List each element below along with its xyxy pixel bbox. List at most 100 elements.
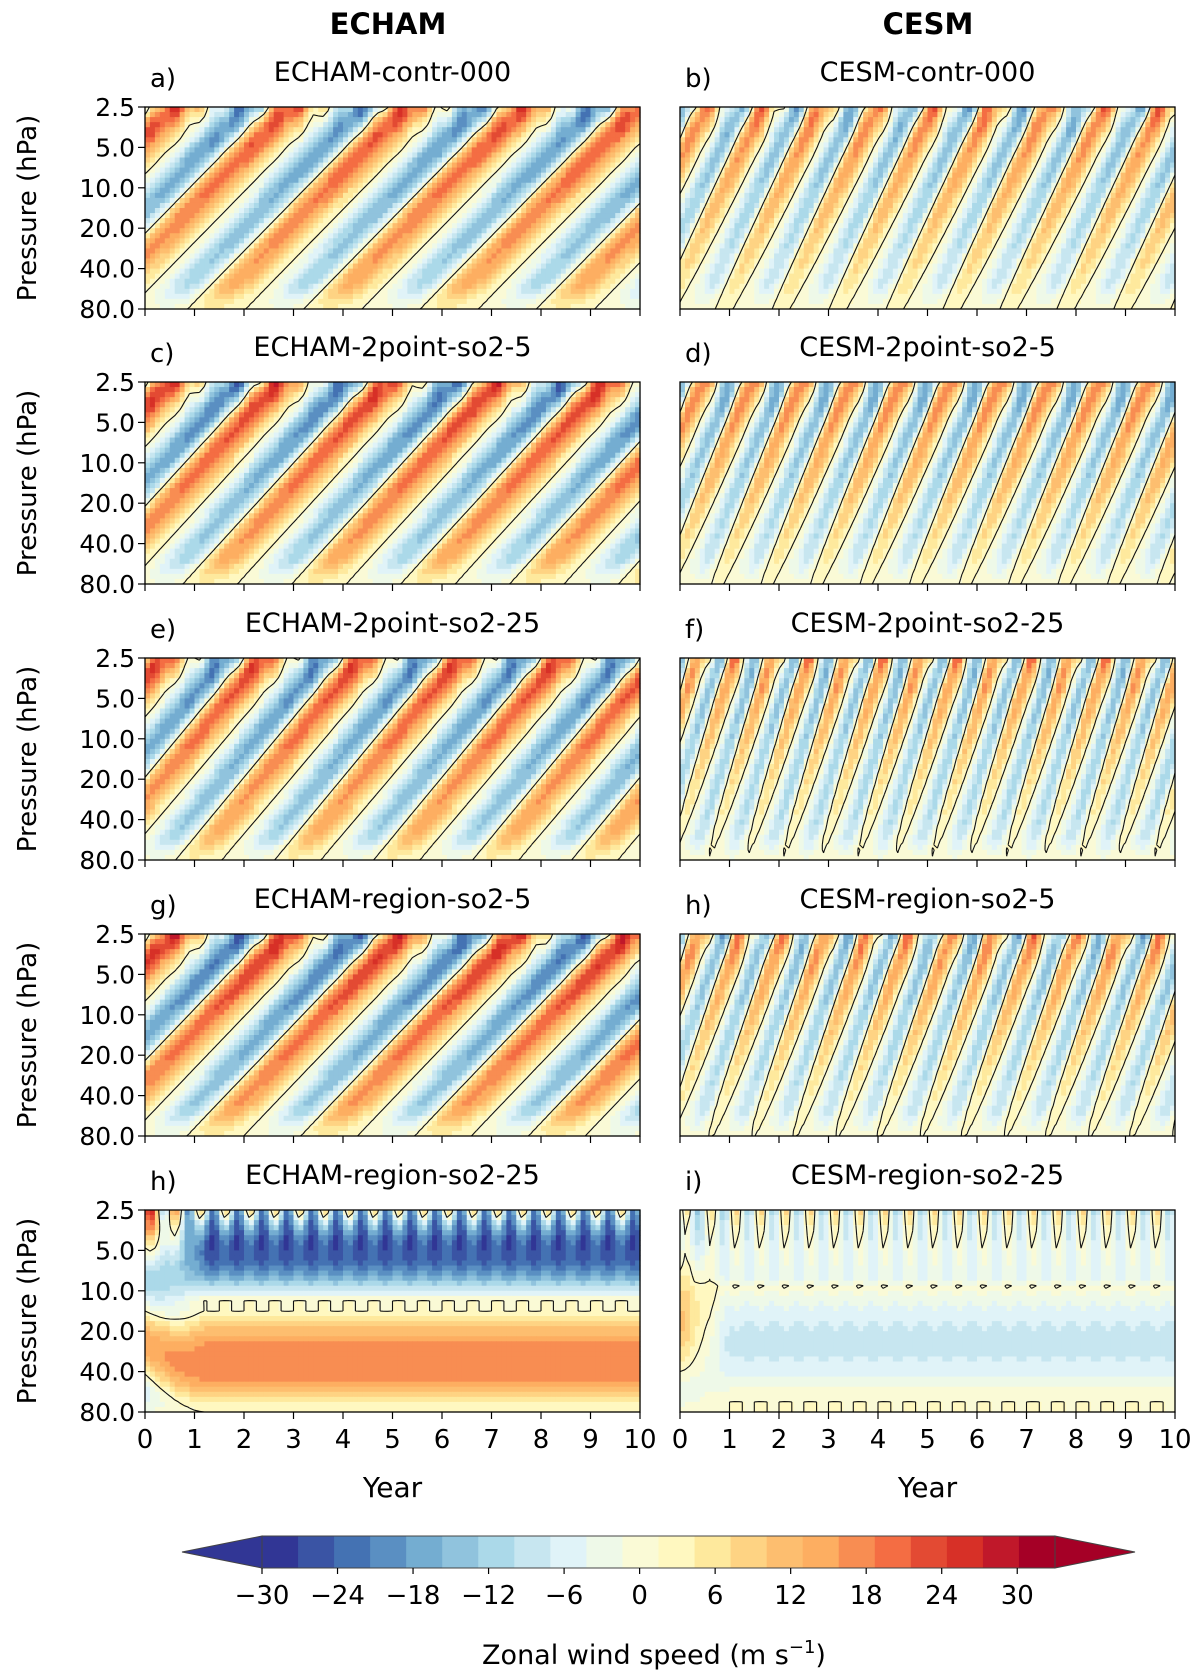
heatmap-cell <box>284 117 290 123</box>
heatmap-cell <box>219 142 225 148</box>
heatmap-cell <box>620 117 626 123</box>
heatmap-cell <box>318 107 324 113</box>
heatmap-cell <box>492 122 498 128</box>
heatmap-cell <box>224 152 230 158</box>
heatmap-cell <box>150 107 156 113</box>
heatmap-cell <box>333 107 339 113</box>
heatmap-cell <box>595 107 601 113</box>
heatmap-cell <box>397 127 403 133</box>
heatmap-cell <box>586 152 592 158</box>
heatmap-cell <box>496 132 502 138</box>
heatmap-cell <box>536 147 542 153</box>
heatmap-cell <box>457 127 463 133</box>
heatmap-cell <box>254 147 260 153</box>
heatmap-cell <box>501 152 507 158</box>
heatmap-cell <box>368 147 374 153</box>
heatmap-cell <box>165 152 171 158</box>
heatmap-cell <box>209 112 215 118</box>
heatmap-cell <box>576 147 582 153</box>
heatmap-cell <box>457 122 463 128</box>
heatmap-cell <box>477 107 483 113</box>
heatmap-cell <box>249 137 255 143</box>
heatmap-cell <box>442 112 448 118</box>
heatmap-cell <box>170 127 176 133</box>
heatmap-cell <box>378 137 384 143</box>
heatmap-cell <box>393 127 399 133</box>
heatmap-cell <box>447 122 453 128</box>
heatmap-cell <box>447 147 453 153</box>
heatmap-cell <box>397 137 403 143</box>
heatmap-cell <box>303 158 309 164</box>
heatmap-cell <box>437 137 443 143</box>
heatmap-cell <box>175 117 181 123</box>
heatmap-cell <box>442 142 448 148</box>
heatmap-cell <box>284 107 290 113</box>
heatmap-cell <box>333 142 339 148</box>
heatmap-cell <box>615 142 621 148</box>
heatmap-cell <box>214 117 220 123</box>
heatmap-cell <box>437 158 443 164</box>
heatmap-cell <box>492 132 498 138</box>
heatmap-cell <box>625 112 631 118</box>
heatmap-cell <box>566 112 572 118</box>
heatmap-cell <box>412 112 418 118</box>
heatmap-cell <box>462 147 468 153</box>
heatmap-cell <box>298 142 304 148</box>
heatmap-cell <box>204 132 210 138</box>
heatmap-cell <box>249 147 255 153</box>
heatmap-cell <box>254 127 260 133</box>
heatmap-cell <box>219 112 225 118</box>
heatmap-cell <box>492 137 498 143</box>
heatmap-cell <box>457 132 463 138</box>
heatmap-cell <box>511 132 517 138</box>
heatmap-cell <box>402 127 408 133</box>
heatmap-cell <box>477 142 483 148</box>
heatmap-cell <box>506 117 512 123</box>
heatmap-cell <box>269 132 275 138</box>
heatmap-cell <box>259 107 265 113</box>
heatmap-cell <box>308 107 314 113</box>
heatmap-cell <box>155 147 161 153</box>
heatmap-cell <box>546 152 552 158</box>
heatmap-cell <box>170 117 176 123</box>
heatmap-cell <box>264 127 270 133</box>
heatmap-cell <box>630 137 636 143</box>
heatmap-cell <box>348 132 354 138</box>
heatmap-cell <box>472 137 478 143</box>
heatmap-cell <box>595 132 601 138</box>
heatmap-cell <box>526 147 532 153</box>
heatmap-cell <box>536 137 542 143</box>
heatmap-cell <box>541 112 547 118</box>
heatmap-cell <box>150 147 156 153</box>
heatmap-cell <box>388 142 394 148</box>
heatmap-cell <box>462 127 468 133</box>
heatmap-cell <box>180 142 186 148</box>
heatmap-cell <box>531 117 537 123</box>
heatmap-cell <box>412 147 418 153</box>
heatmap-cell <box>214 112 220 118</box>
heatmap-cell <box>368 158 374 164</box>
heatmap-cell <box>279 158 285 164</box>
heatmap-cell <box>353 158 359 164</box>
heatmap-cell <box>556 112 562 118</box>
heatmap-cell <box>289 107 295 113</box>
heatmap-cell <box>294 127 300 133</box>
heatmap-cell <box>452 137 458 143</box>
heatmap-cell <box>566 142 572 148</box>
heatmap-cell <box>591 107 597 113</box>
heatmap-cell <box>472 147 478 153</box>
heatmap-cell <box>600 112 606 118</box>
heatmap-cell <box>388 122 394 128</box>
heatmap-cell <box>615 122 621 128</box>
heatmap-cell <box>506 137 512 143</box>
heatmap-cell <box>214 132 220 138</box>
heatmap-cell <box>427 142 433 148</box>
heatmap-cell <box>279 147 285 153</box>
heatmap-cell <box>630 142 636 148</box>
heatmap-cell <box>264 132 270 138</box>
heatmap-cell <box>195 152 201 158</box>
heatmap-cell <box>457 117 463 123</box>
heatmap-cell <box>348 158 354 164</box>
heatmap-cell <box>239 158 245 164</box>
heatmap-cell <box>224 122 230 128</box>
